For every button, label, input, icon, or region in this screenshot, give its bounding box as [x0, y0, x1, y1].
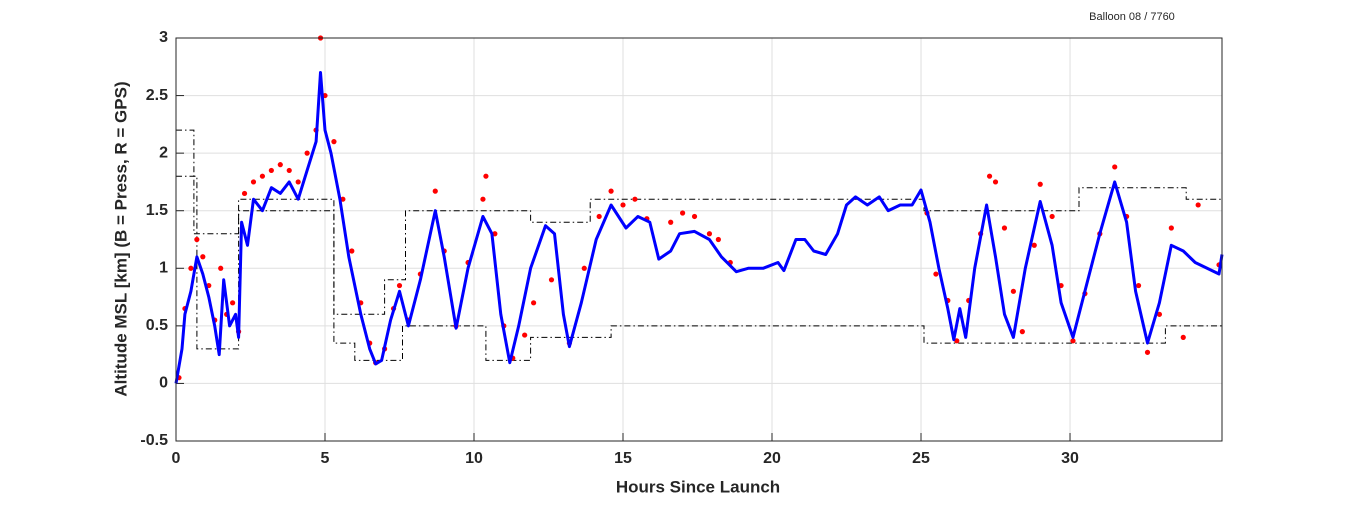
- gps-point: [668, 219, 674, 225]
- gps-point: [581, 265, 587, 271]
- gps-point: [1019, 329, 1025, 335]
- x-axis-label: Hours Since Launch: [616, 477, 780, 496]
- plot-area: [176, 38, 1222, 441]
- gps-point: [268, 167, 274, 174]
- gps-point: [304, 150, 310, 156]
- y-tick-label: 0: [159, 375, 168, 392]
- y-tick-label: 2: [159, 144, 168, 161]
- gps-point: [492, 231, 498, 237]
- gps-point: [230, 300, 236, 306]
- chart-title: Balloon 08 / 7760: [1089, 11, 1175, 23]
- gps-point: [1010, 288, 1016, 294]
- gps-point: [277, 162, 283, 168]
- x-tick-label: 25: [912, 450, 930, 467]
- gps-point: [295, 179, 301, 185]
- y-tick-label: -0.5: [140, 432, 168, 449]
- y-tick-label: 2.5: [146, 87, 168, 104]
- gps-point: [480, 196, 486, 202]
- y-axis-label: Altitude MSL [km] (B = Press, R = GPS): [111, 81, 130, 396]
- marks: [174, 35, 1224, 384]
- gps-point: [706, 231, 713, 237]
- gps-point: [331, 139, 337, 145]
- gps-point: [241, 190, 248, 197]
- gps-point: [691, 213, 698, 220]
- y-tick-label: 3: [159, 29, 168, 46]
- gps-point: [986, 173, 993, 179]
- gps-point: [259, 173, 266, 179]
- gps-point: [432, 188, 438, 194]
- gps-point: [218, 265, 224, 271]
- limit-line: [176, 129, 1222, 315]
- gps-point: [620, 202, 626, 208]
- gps-point: [522, 332, 528, 338]
- gps-point: [933, 271, 939, 277]
- gps-point: [1168, 225, 1174, 231]
- gps-point: [250, 179, 257, 185]
- gps-point: [1112, 164, 1118, 170]
- gps-point: [188, 265, 194, 271]
- pressure-line: [174, 71, 1224, 384]
- gps-point: [715, 236, 721, 243]
- gps-point: [954, 338, 960, 344]
- gps-point: [632, 196, 638, 202]
- gps-point: [992, 179, 999, 185]
- gps-point: [194, 236, 200, 243]
- gps-point: [349, 248, 355, 254]
- gps-point: [1001, 225, 1008, 231]
- gps-point: [1144, 349, 1151, 355]
- x-tick-label: 15: [614, 450, 632, 467]
- gps-point: [1195, 202, 1201, 208]
- x-tick-label: 10: [465, 450, 483, 467]
- gps-point: [608, 188, 614, 194]
- gps-point: [1049, 213, 1055, 220]
- y-tick-label: 0.5: [146, 317, 168, 334]
- gps-point: [286, 167, 292, 174]
- gps-point: [680, 210, 686, 216]
- gps-point: [531, 300, 537, 306]
- gps-point: [596, 213, 602, 220]
- gps-point: [200, 254, 206, 260]
- y-tick-label: 1: [159, 260, 168, 277]
- x-tick-label: 0: [172, 450, 181, 467]
- gps-point: [1135, 282, 1142, 289]
- gps-point: [1037, 181, 1043, 187]
- gps-point: [548, 277, 555, 283]
- gps-point: [1070, 338, 1076, 344]
- gps-point: [1156, 311, 1163, 317]
- gps-point: [483, 173, 489, 179]
- y-tick-label: 1.5: [146, 202, 168, 219]
- axes-box: [175, 37, 1223, 442]
- x-tick-label: 20: [763, 450, 781, 467]
- gps-point: [1180, 334, 1186, 340]
- gps-point: [1031, 242, 1037, 248]
- x-tick-label: 5: [321, 450, 330, 467]
- gps-point: [396, 282, 403, 289]
- x-tick-label: 30: [1061, 450, 1079, 467]
